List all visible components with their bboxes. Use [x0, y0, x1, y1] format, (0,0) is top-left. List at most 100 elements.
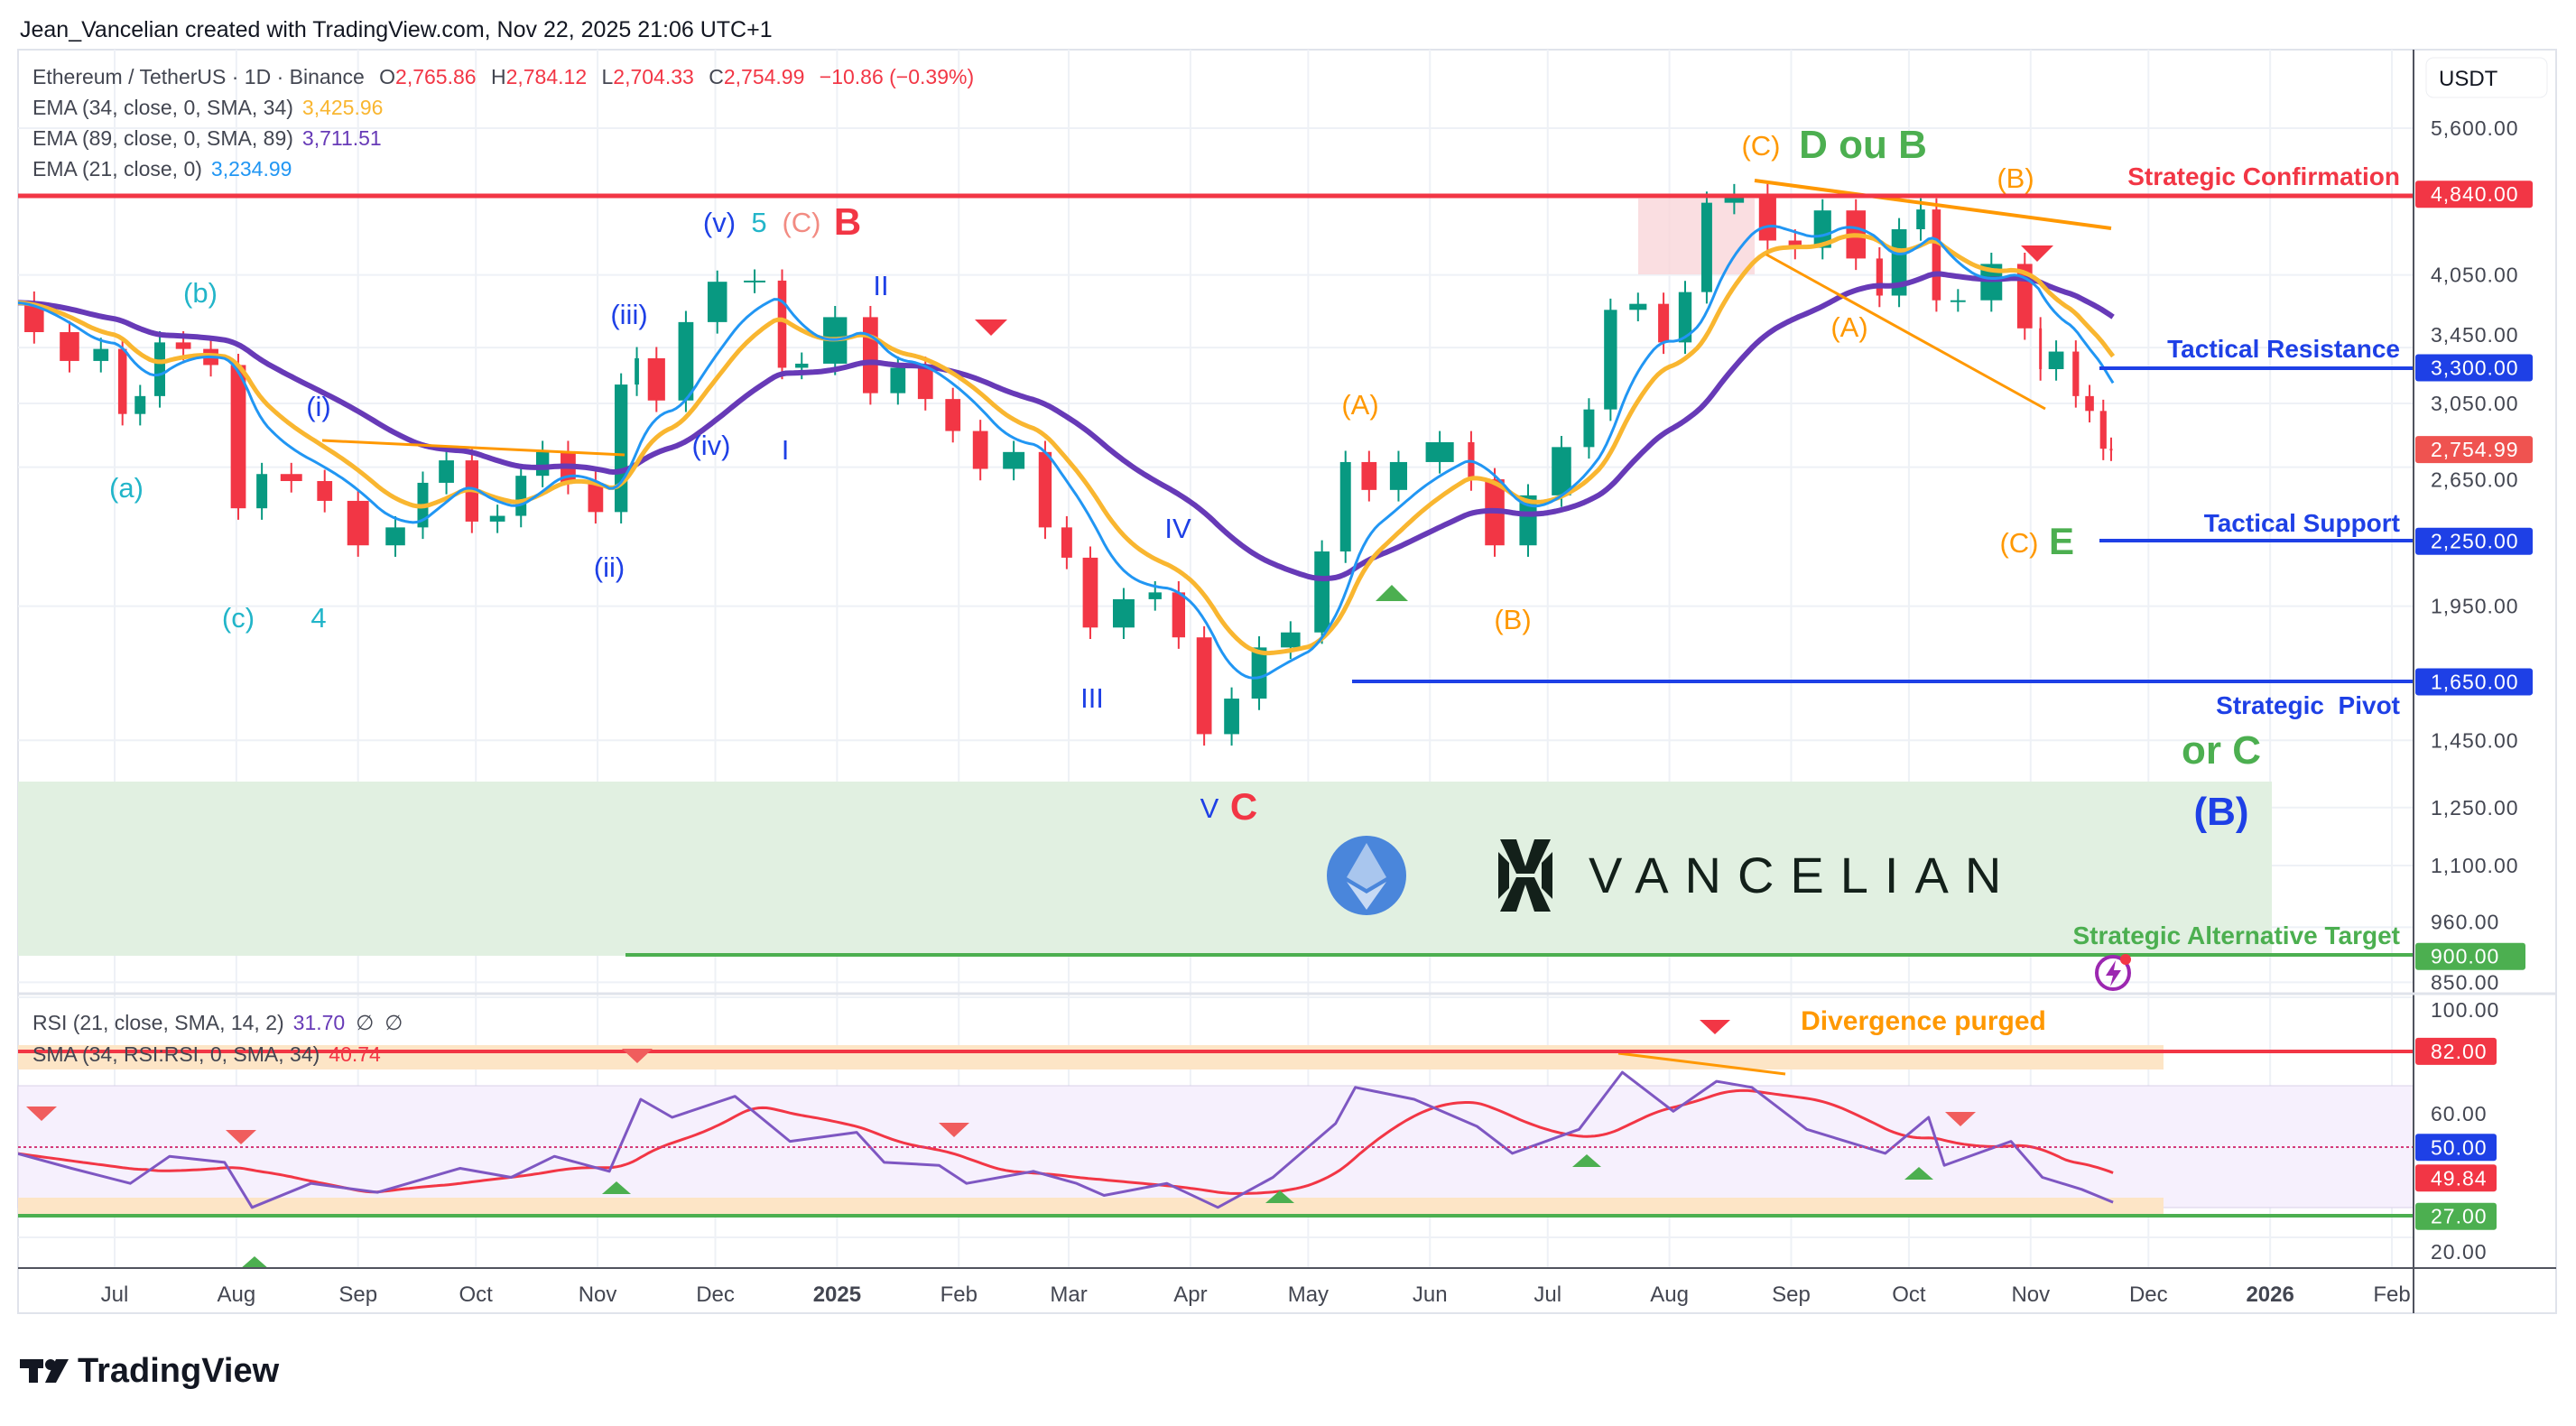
candle[interactable]: [1519, 484, 1537, 557]
candle[interactable]: [1196, 625, 1212, 746]
candle[interactable]: [1003, 440, 1025, 481]
candle[interactable]: [647, 347, 665, 412]
rsi-sell-triangle: [622, 1049, 653, 1063]
candle[interactable]: [635, 347, 639, 396]
vancelian-logo: VANCELIAN: [1498, 839, 2001, 912]
currency-button[interactable]: USDT: [2425, 57, 2548, 98]
rsi-divergence-line[interactable]: [1617, 1051, 1786, 1076]
candle[interactable]: [117, 338, 127, 426]
candle[interactable]: [385, 515, 405, 557]
candle-body: [635, 357, 639, 385]
candle-body: [535, 451, 550, 477]
candle[interactable]: [777, 269, 787, 380]
candle[interactable]: [317, 469, 333, 513]
candle[interactable]: [515, 464, 527, 528]
candle[interactable]: [2048, 340, 2064, 381]
candle[interactable]: [280, 462, 302, 493]
rsi-buy-triangle: [240, 1256, 269, 1269]
candle[interactable]: [1061, 515, 1072, 569]
candle[interactable]: [1224, 687, 1239, 746]
candle[interactable]: [1891, 218, 1907, 308]
candle[interactable]: [535, 440, 550, 487]
candle[interactable]: [1339, 450, 1351, 563]
currency-label[interactable]: USDT: [2439, 67, 2498, 91]
candle[interactable]: [489, 505, 505, 533]
candle[interactable]: [1876, 247, 1883, 308]
candle[interactable]: [707, 270, 727, 334]
legend-ema21[interactable]: EMA (21, close, 0) 3,234.99: [32, 157, 292, 181]
candle[interactable]: [2039, 317, 2043, 381]
rsi-buy-triangle: [602, 1181, 631, 1194]
time-axis[interactable]: Jul Aug Sep Oct Nov Dec 2025 Feb Mar Apr May Jun Jul…: [101, 1282, 2411, 1307]
candle[interactable]: [1916, 198, 1925, 241]
candle[interactable]: [1700, 191, 1712, 304]
trendline-2024[interactable]: [321, 439, 625, 457]
legend-ema34[interactable]: EMA (34, close, 0, SMA, 34) 3,425.96: [32, 96, 383, 119]
candle[interactable]: [230, 354, 246, 520]
buy-signal-triangle: [1376, 585, 1408, 601]
candle[interactable]: [744, 269, 766, 293]
ema-89-line[interactable]: [16, 271, 2115, 582]
legend-rsi[interactable]: RSI (21, close, SMA, 14, 2) 31.70 ∅ ∅: [32, 1011, 403, 1034]
ema-34-line[interactable]: [16, 233, 2116, 656]
rsi-pane: [16, 1070, 2114, 1209]
wave-label: (B): [2193, 790, 2248, 834]
candle[interactable]: [347, 489, 369, 557]
ema-21-line[interactable]: [16, 225, 2115, 680]
lightning-alert-icon[interactable]: [2095, 954, 2131, 991]
candle-body: [489, 515, 505, 522]
candle[interactable]: [1112, 588, 1135, 640]
candle[interactable]: [134, 384, 146, 426]
wave-label: (A): [1830, 311, 1867, 343]
legend-rsi-sma[interactable]: SMA (34, RSI:RSI, 0, SMA, 34) 40.74: [32, 1042, 381, 1066]
candle[interactable]: [2109, 437, 2113, 461]
candle[interactable]: [2016, 253, 2033, 340]
candle[interactable]: [863, 306, 878, 405]
candle[interactable]: [1314, 540, 1330, 644]
candle[interactable]: [1389, 450, 1408, 502]
candle[interactable]: [945, 387, 961, 443]
candle[interactable]: [1251, 635, 1267, 710]
candle[interactable]: [2072, 340, 2080, 408]
wave-label: (A): [1341, 389, 1378, 421]
candle[interactable]: [60, 320, 79, 373]
rsi-line[interactable]: [16, 1070, 2114, 1209]
candle[interactable]: [1583, 398, 1595, 459]
candle[interactable]: [1932, 198, 1941, 312]
tradingview-logo[interactable]: TradingView: [20, 1352, 280, 1390]
candle[interactable]: [1813, 199, 1831, 260]
candle[interactable]: [2085, 384, 2094, 423]
candle-body: [744, 280, 766, 282]
candle[interactable]: [1980, 253, 2003, 312]
trendline-upper[interactable]: [1754, 179, 2112, 230]
candle[interactable]: [1425, 431, 1454, 474]
legend-ema89[interactable]: EMA (89, close, 0, SMA, 89) 3,711.51: [32, 126, 382, 150]
trendline-lower[interactable]: [1765, 253, 2046, 411]
candle[interactable]: [1678, 281, 1692, 355]
candle[interactable]: [93, 338, 109, 373]
candle[interactable]: [972, 420, 988, 481]
candle[interactable]: [154, 330, 166, 408]
candle[interactable]: [1082, 546, 1098, 640]
legend-symbol-line[interactable]: Ethereum / TetherUS · 1D · Binance O2,76…: [32, 65, 974, 88]
candle[interactable]: [1629, 292, 1647, 322]
candle-body: [795, 363, 809, 368]
candle[interactable]: [1361, 450, 1377, 502]
candle[interactable]: [678, 310, 694, 412]
candle[interactable]: [439, 449, 454, 495]
candle[interactable]: [1788, 229, 1802, 260]
candle[interactable]: [614, 373, 628, 524]
candle-body: [972, 431, 988, 469]
price-tick-label: 1,100.00: [2431, 854, 2519, 877]
price-axis[interactable]: 5,600.00 4,050.00 3,450.00 3,050.00 2,650.00…: [2431, 116, 2519, 1264]
candle[interactable]: [2099, 399, 2107, 460]
candle[interactable]: [1950, 289, 1966, 312]
candle[interactable]: [1604, 298, 1617, 421]
candle[interactable]: [24, 291, 44, 344]
candle[interactable]: [1724, 183, 1745, 215]
candle-body: [1038, 451, 1052, 528]
candle[interactable]: [1038, 440, 1052, 540]
candle[interactable]: [256, 462, 268, 520]
time-axis-label: Feb: [2373, 1282, 2410, 1307]
